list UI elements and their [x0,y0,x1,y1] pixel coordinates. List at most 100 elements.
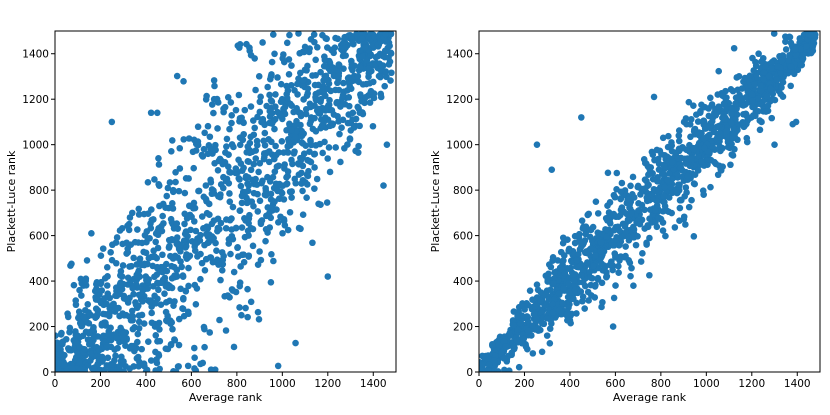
scatter-point [357,91,364,98]
scatter-point [67,262,74,269]
scatter-point [700,117,707,124]
scatter-point [565,245,573,253]
scatter-point [259,177,266,185]
scatter-point [72,331,80,339]
scatter-point [652,207,659,214]
scatter-point [326,96,333,104]
scatter-point [135,211,143,218]
scatter-point [738,85,746,92]
scatter-point [201,267,209,274]
scatter-point [61,361,68,369]
scatter-point [807,32,815,39]
scatter-point [280,149,288,156]
scatter-point [182,244,189,251]
scatter-point [256,98,264,106]
scatter-point [169,186,177,194]
scatter-point [201,129,208,137]
scatter-point [134,268,142,276]
scatter-point [372,53,380,61]
scatter-point [210,95,218,103]
scatter-point [283,174,290,181]
scatter-point [703,122,711,130]
scatter-point [271,50,278,58]
scatter-point [315,89,323,96]
scatter-point [166,297,173,305]
scatter-point [787,82,794,90]
scatter-point [303,171,311,178]
scatter-point [217,276,224,284]
scatter-point [765,72,773,80]
scatter-point [236,304,243,311]
scatter-point [221,103,229,111]
scatter-point [546,325,554,332]
scatter-point [561,269,569,277]
scatter-panel-right: 0 200 400 600 800 1000 1200 1400 0 200 400 600 800 10… [429,30,821,404]
scatter-point [83,257,91,264]
scatter-point [250,117,257,124]
scatter-point [768,59,776,67]
scatter-point [565,288,573,296]
scatter-point [266,178,274,185]
scatter-point [660,192,668,200]
scatter-point [214,166,222,174]
scatter-point [587,274,594,281]
scatter-point [222,327,230,334]
scatter-point [514,312,521,320]
scatter-point [184,254,192,261]
scatter-point [218,157,225,165]
scatter-point [713,109,720,117]
scatter-point [803,42,810,50]
scatter-point [387,49,395,57]
scatter-point [89,325,97,333]
scatter-point [594,276,602,283]
scatter-point [249,242,257,250]
scatter-point [76,358,83,366]
scatter-point [67,346,75,354]
scatter-point [78,292,85,299]
scatter-point [74,350,82,358]
scatter-point [236,114,244,122]
scatter-point [286,120,293,128]
scatter-point [208,190,216,198]
scatter-point [548,166,556,173]
scatter-point [349,66,356,74]
scatter-point [195,187,203,195]
scatter-point [622,252,629,260]
scatter-point [510,321,518,329]
scatter-point [152,367,159,372]
scatter-point [659,134,667,142]
y-axis-label: Plackett-Luce rank [429,150,442,252]
scatter-point [676,204,684,212]
scatter-point [116,281,124,288]
scatter-point [760,75,767,83]
scatter-point [663,207,671,215]
scatter-point [138,345,145,353]
scatter-point [105,330,112,338]
scatter-point [659,227,667,234]
scatter-point [82,277,90,285]
scatter-point [707,183,714,191]
scatter-point [696,109,704,116]
scatter-point [185,310,192,318]
scatter-point [256,248,263,255]
scatter-point [615,241,623,249]
scatter-point [386,42,393,50]
scatter-point [779,52,787,59]
scatter-point [518,339,526,347]
scatter-point [180,77,187,85]
scatter-point [203,223,210,230]
scatter-point [143,276,150,284]
scatter-point [602,214,610,222]
scatter-point [582,248,590,255]
x-tick-label: 600 [181,378,201,390]
scatter-point [732,100,739,107]
scatter-point [277,80,285,88]
scatter-point [508,349,515,357]
y-tick-label: 0 [42,367,49,379]
scatter-point [242,304,249,312]
scatter-point [179,272,187,279]
scatter-point [332,144,340,151]
scatter-point [109,241,116,249]
scatter-point [505,367,513,372]
scatter-point [358,31,366,37]
